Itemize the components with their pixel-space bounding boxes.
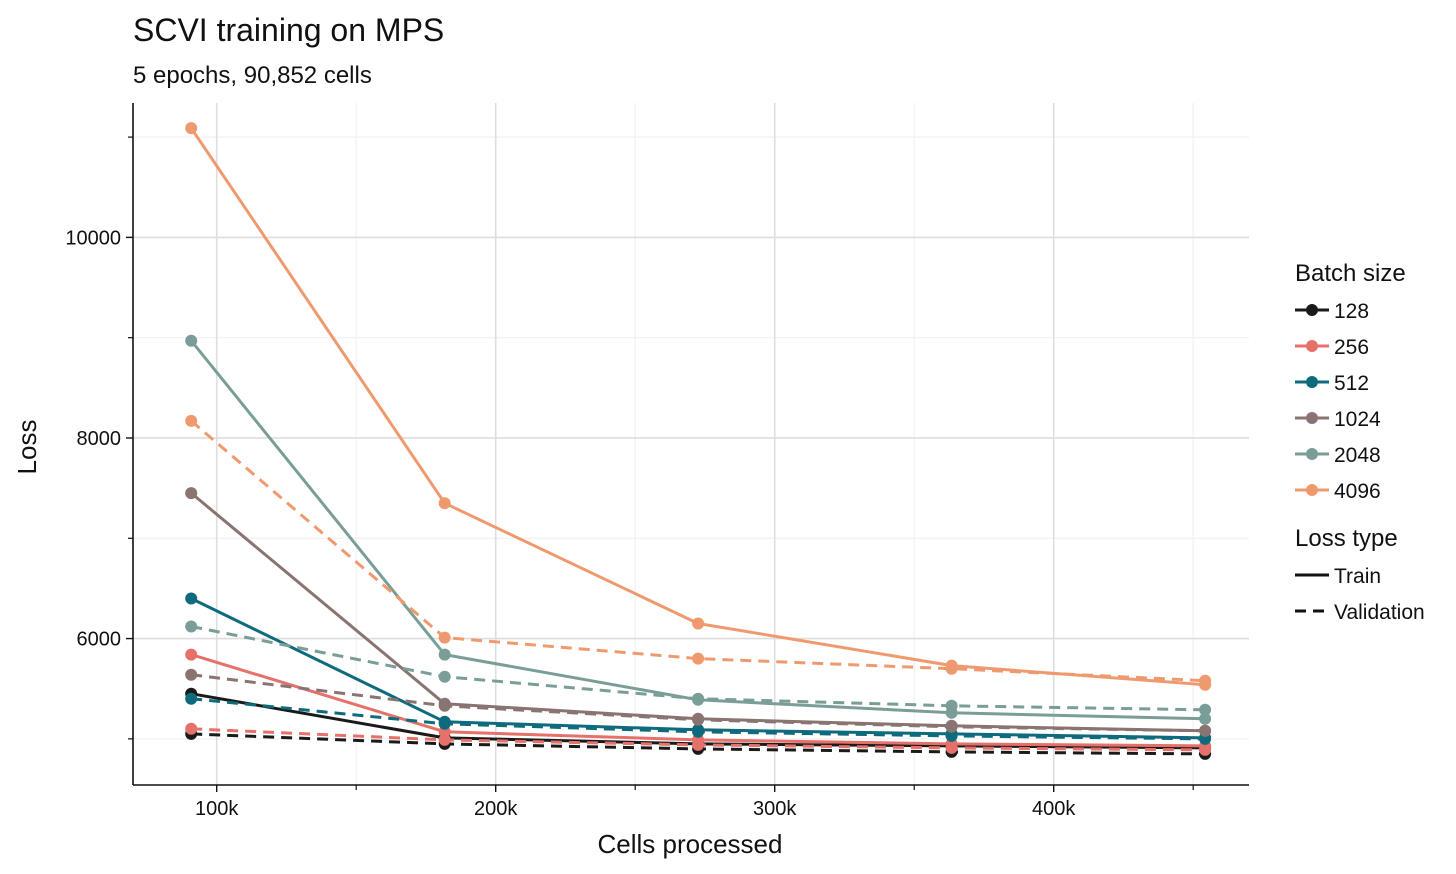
x-tick-label-1: 200k [474,798,518,820]
legend-item-512: 512 [1295,372,1369,395]
point-1024-train-1 [438,697,451,710]
legend-label-2048: 2048 [1334,444,1381,467]
point-2048-train-1 [438,648,451,661]
series-4096-train [185,122,1212,691]
y-axis-title: Loss [12,420,42,475]
point-2048-train-3 [945,706,958,719]
x-axis-title: Cells processed [598,829,783,859]
legend-item-128: 128 [1295,300,1369,323]
point-1024-train-3 [945,719,958,732]
point-4096-train-4 [1199,678,1212,691]
series-layer [185,122,1212,760]
legend-item-2048: 2048 [1295,444,1381,467]
axes [132,103,1249,786]
point-2048-train-0 [185,334,198,347]
x-tick-label-2: 300k [753,798,797,820]
legend-swatch-point-256 [1306,340,1318,352]
point-2048-validation-4 [1199,703,1212,716]
legend: Batch size 128 256 512 1024 2048 4096 Loss ty… [1295,260,1425,624]
point-256-validation-0 [185,722,198,735]
legend-swatch-point-512 [1306,376,1318,388]
legend-swatch-point-1024 [1306,412,1318,424]
chart-subtitle: 5 epochs, 90,852 cells [133,62,372,89]
legend-batch-entries: 128 256 512 1024 2048 4096 [1295,300,1381,503]
series-512-train [185,592,1212,744]
point-2048-validation-1 [438,670,451,683]
legend-item-1024: 1024 [1295,408,1381,431]
point-1024-train-2 [692,712,705,725]
x-tick-label-3: 400k [1032,798,1076,820]
y-tick-label-1: 8000 [77,428,122,450]
chart-title: SCVI training on MPS [133,12,444,48]
point-1024-validation-0 [185,668,198,681]
point-4096-validation-1 [438,631,451,644]
series-2048-train [185,334,1212,725]
ticks: 100k 200k 300k 400k 6000 8000 10000 [65,136,1194,820]
series-1024-train [185,487,1212,737]
point-4096-train-0 [185,122,198,135]
point-2048-train-4 [1199,712,1212,725]
legend-swatch-point-128 [1306,304,1318,316]
legend-item-4096: 4096 [1295,480,1381,503]
point-4096-train-3 [945,659,958,672]
point-512-train-0 [185,592,198,605]
legend-label-1024: 1024 [1334,408,1381,431]
y-tick-label-0: 6000 [77,629,122,651]
legend-item-256: 256 [1295,336,1369,359]
series-4096-validation [185,414,1212,687]
point-512-train-2 [692,723,705,736]
grid [133,103,1249,785]
legend-title-loss-type: Loss type [1295,525,1398,552]
legend-label-validation: Validation [1334,601,1425,624]
legend-swatch-point-4096 [1306,484,1318,496]
point-4096-validation-0 [185,414,198,427]
point-1024-train-0 [185,487,198,500]
legend-item-train: Train [1295,565,1381,588]
point-512-train-1 [438,715,451,728]
legend-label-4096: 4096 [1334,480,1381,503]
point-1024-train-4 [1199,724,1212,737]
point-256-train-0 [185,648,198,661]
point-512-validation-0 [185,692,198,705]
legend-label-512: 512 [1334,372,1369,395]
legend-label-train: Train [1334,565,1381,588]
x-tick-label-0: 100k [195,798,239,820]
legend-item-validation: Validation [1295,601,1425,624]
point-4096-validation-2 [692,652,705,665]
legend-label-128: 128 [1334,300,1369,323]
point-2048-train-2 [692,693,705,706]
legend-swatch-point-2048 [1306,448,1318,460]
point-2048-validation-0 [185,620,198,633]
legend-title-batch-size: Batch size [1295,260,1406,287]
y-tick-label-2: 10000 [65,227,121,249]
legend-type-entries: Train Validation [1295,565,1425,624]
legend-label-256: 256 [1334,336,1369,359]
point-4096-train-1 [438,497,451,510]
point-4096-train-2 [692,617,705,630]
